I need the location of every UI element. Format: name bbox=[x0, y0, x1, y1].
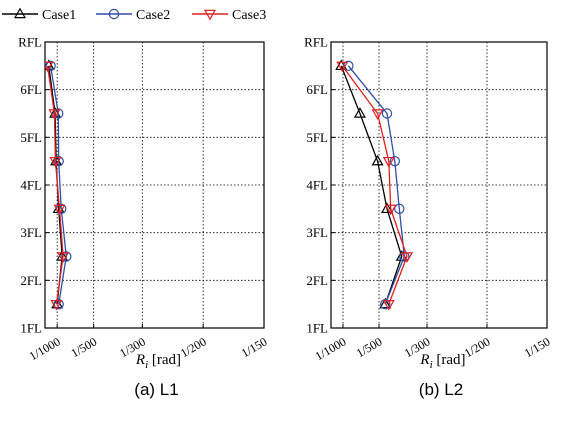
data-point-case3 bbox=[400, 252, 414, 263]
series-layer bbox=[45, 59, 72, 311]
x-tick-label: 1/1000 bbox=[27, 334, 63, 363]
x-tick-label: 1/200 bbox=[178, 334, 209, 360]
y-tick-label: 3FL bbox=[306, 225, 328, 240]
data-point-case3 bbox=[50, 299, 63, 311]
data-point-case1 bbox=[380, 202, 394, 214]
legend-marker-case1 bbox=[13, 7, 27, 19]
y-tick-label: 5FL bbox=[306, 130, 328, 145]
data-point-case2 bbox=[389, 155, 401, 167]
panel-caption: (b) L2 bbox=[419, 380, 463, 399]
y-tick-label: 4FL bbox=[20, 178, 42, 193]
y-tick-label: 3FL bbox=[20, 225, 42, 240]
data-point-case3 bbox=[382, 299, 395, 311]
y-tick-label: 5FL bbox=[20, 130, 42, 145]
y-tick-label: 4FL bbox=[306, 178, 328, 193]
data-point-case3 bbox=[45, 61, 54, 73]
y-tick-label: 2FL bbox=[306, 273, 328, 288]
legend-label-case2: Case2 bbox=[136, 8, 170, 23]
y-tick-label: RFL bbox=[18, 35, 42, 50]
series-line-case2 bbox=[49, 65, 67, 305]
data-point-case1 bbox=[353, 107, 366, 118]
legend-label-case1: Case1 bbox=[42, 8, 76, 23]
legend-label-case3: Case3 bbox=[232, 8, 266, 23]
series-line-case3 bbox=[341, 65, 408, 305]
data-point-case3 bbox=[48, 109, 61, 120]
data-point-case2 bbox=[53, 155, 64, 167]
legend: Case1 Case2 Case3 bbox=[2, 7, 266, 23]
y-tick-label: 1FL bbox=[306, 321, 328, 336]
data-point-case3 bbox=[384, 204, 397, 216]
data-point-case2 bbox=[61, 251, 72, 262]
data-point-case2 bbox=[53, 108, 64, 119]
data-point-case1 bbox=[371, 154, 384, 166]
data-point-case3 bbox=[49, 156, 62, 168]
x-tick-label: 1/200 bbox=[462, 334, 493, 360]
data-point-case2 bbox=[380, 298, 391, 310]
data-point-case2 bbox=[343, 60, 354, 72]
x-tick-label: 1/500 bbox=[68, 334, 99, 360]
data-point-case3 bbox=[53, 204, 66, 216]
y-tick-label: 6FL bbox=[20, 82, 42, 97]
x-tick-label: 1/150 bbox=[239, 334, 270, 360]
legend-marker-case3 bbox=[203, 9, 217, 21]
data-point-case2 bbox=[381, 108, 393, 119]
x-tick-label: 1/1000 bbox=[313, 334, 349, 363]
y-tick-label: 1FL bbox=[20, 321, 42, 336]
data-point-case3 bbox=[57, 252, 70, 263]
y-tick-label: 6FL bbox=[306, 82, 328, 97]
data-point-case2 bbox=[399, 251, 410, 262]
y-tick-label: RFL bbox=[304, 35, 328, 50]
data-point-case2 bbox=[394, 203, 405, 215]
data-point-case3 bbox=[382, 156, 395, 168]
panel-caption: (a) L1 bbox=[134, 380, 178, 399]
series-line-case3 bbox=[46, 65, 64, 305]
series-layer bbox=[335, 59, 414, 311]
x-tick-label: 1/500 bbox=[354, 334, 385, 360]
y-tick-label: 2FL bbox=[20, 273, 42, 288]
legend-marker-case2 bbox=[108, 8, 120, 20]
series-line-case1 bbox=[340, 65, 403, 305]
x-axis-label: Ri [rad] bbox=[419, 352, 465, 371]
data-point-case2 bbox=[45, 60, 56, 72]
data-point-case3 bbox=[371, 109, 384, 120]
data-point-case1 bbox=[379, 297, 392, 309]
x-axis-label: Ri [rad] bbox=[135, 352, 181, 371]
x-tick-label: 1/150 bbox=[522, 334, 553, 360]
data-point-case3 bbox=[336, 61, 349, 73]
series-line-case2 bbox=[347, 65, 405, 305]
